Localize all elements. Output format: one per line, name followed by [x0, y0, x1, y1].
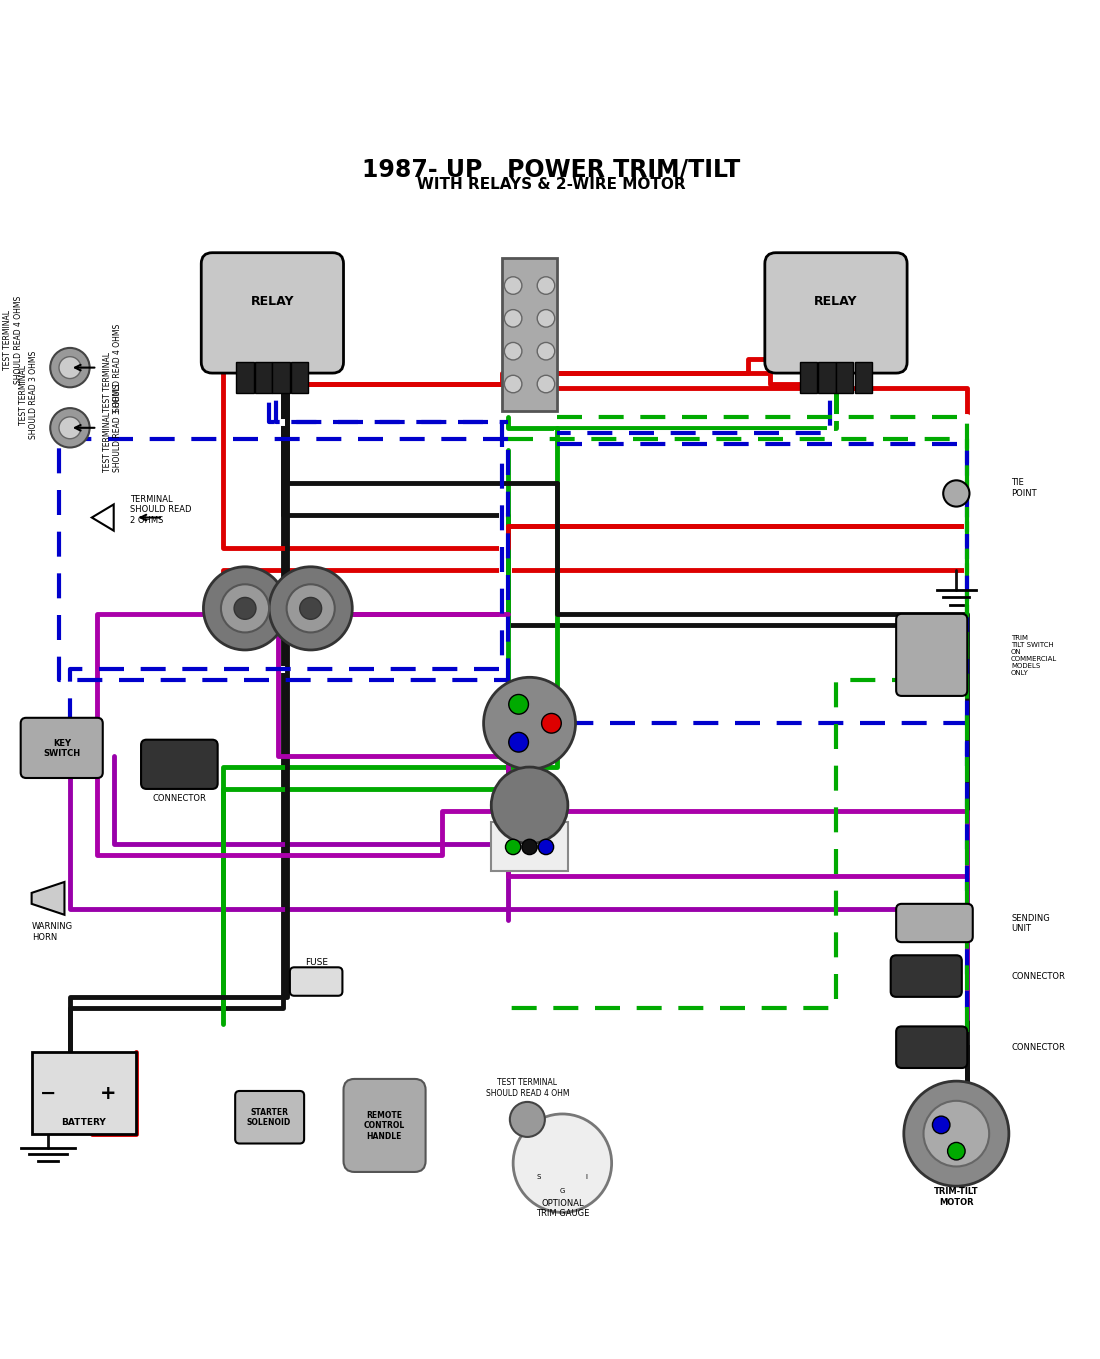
Polygon shape	[32, 882, 65, 915]
Circle shape	[51, 348, 89, 387]
Text: OPTIONAL
TRIM GAUGE: OPTIONAL TRIM GAUGE	[536, 1199, 590, 1218]
Bar	[292, 361, 308, 393]
Circle shape	[505, 375, 521, 393]
FancyBboxPatch shape	[141, 739, 218, 790]
Text: TEST TERMINAL
SHOULD READ 4 OHMS: TEST TERMINAL SHOULD READ 4 OHMS	[3, 296, 23, 385]
Circle shape	[505, 342, 521, 360]
Circle shape	[537, 342, 554, 360]
FancyBboxPatch shape	[21, 718, 102, 777]
Text: BATTERY: BATTERY	[60, 1118, 106, 1127]
Circle shape	[509, 733, 528, 752]
Circle shape	[924, 1101, 989, 1166]
Circle shape	[59, 356, 81, 379]
Text: TRIM
TILT SWITCH
ON
COMMERCIAL
MODELS
ONLY: TRIM TILT SWITCH ON COMMERCIAL MODELS ON…	[1011, 635, 1057, 675]
Text: TEST TERMINAL
SHOULD READ 3 OHMS: TEST TERMINAL SHOULD READ 3 OHMS	[19, 351, 38, 439]
Polygon shape	[91, 504, 113, 530]
FancyBboxPatch shape	[235, 1091, 304, 1143]
Circle shape	[904, 1082, 1009, 1186]
Text: RELAY: RELAY	[251, 295, 294, 308]
Bar	[32, 1052, 135, 1133]
Text: RELAY: RELAY	[814, 295, 858, 308]
Bar	[836, 361, 854, 393]
Circle shape	[299, 598, 321, 620]
Circle shape	[541, 713, 561, 733]
Circle shape	[484, 677, 575, 769]
Text: REMOTE
CONTROL
HANDLE: REMOTE CONTROL HANDLE	[363, 1112, 405, 1142]
Text: S: S	[537, 1174, 541, 1180]
Circle shape	[505, 310, 521, 328]
Bar	[492, 822, 568, 871]
FancyBboxPatch shape	[896, 904, 972, 942]
Text: TIE
POINT: TIE POINT	[1011, 478, 1036, 497]
Circle shape	[59, 417, 81, 439]
Circle shape	[492, 766, 568, 844]
Circle shape	[51, 408, 89, 447]
FancyBboxPatch shape	[290, 968, 342, 996]
Circle shape	[538, 840, 553, 855]
Text: TERMINAL
SHOULD READ
2 OHMS: TERMINAL SHOULD READ 2 OHMS	[130, 495, 191, 525]
Text: TEST TERMINAL
SHOULD READ 4 OHMS: TEST TERMINAL SHOULD READ 4 OHMS	[102, 323, 122, 412]
Text: CONNECTOR: CONNECTOR	[153, 795, 207, 803]
Text: WARNING
HORN: WARNING HORN	[32, 923, 73, 942]
Circle shape	[521, 840, 537, 855]
Text: 1987- UP   POWER TRIM/TILT: 1987- UP POWER TRIM/TILT	[362, 158, 740, 182]
FancyBboxPatch shape	[343, 1079, 426, 1171]
Circle shape	[506, 840, 520, 855]
Circle shape	[537, 310, 554, 328]
Text: CONNECTOR: CONNECTOR	[1011, 972, 1065, 981]
Text: SENDING
UNIT: SENDING UNIT	[1011, 913, 1049, 934]
FancyBboxPatch shape	[896, 1026, 967, 1068]
FancyBboxPatch shape	[764, 253, 908, 374]
Circle shape	[537, 277, 554, 295]
Circle shape	[513, 1114, 612, 1212]
Circle shape	[204, 567, 287, 650]
FancyBboxPatch shape	[891, 955, 961, 998]
Circle shape	[509, 694, 528, 715]
Circle shape	[505, 277, 521, 295]
Text: KEY
SWITCH: KEY SWITCH	[44, 739, 80, 758]
Bar	[503, 258, 557, 412]
Text: I: I	[585, 1174, 587, 1180]
Text: G: G	[560, 1188, 565, 1193]
Text: FUSE: FUSE	[305, 958, 328, 968]
Bar	[236, 361, 254, 393]
Text: +: +	[100, 1083, 117, 1102]
Text: TRIM-TILT
MOTOR: TRIM-TILT MOTOR	[934, 1188, 979, 1207]
FancyBboxPatch shape	[201, 253, 343, 374]
Bar	[273, 361, 290, 393]
Circle shape	[933, 1116, 950, 1133]
Text: TEST TERMINAL
SHOULD READ 3 OHMS: TEST TERMINAL SHOULD READ 3 OHMS	[102, 383, 122, 472]
Bar	[855, 361, 872, 393]
Circle shape	[947, 1143, 965, 1161]
Text: TEST TERMINAL
SHOULD READ 4 OHM: TEST TERMINAL SHOULD READ 4 OHM	[485, 1078, 569, 1098]
Circle shape	[510, 1102, 544, 1137]
Bar	[255, 361, 273, 393]
Circle shape	[270, 567, 352, 650]
Bar	[800, 361, 817, 393]
Circle shape	[221, 584, 270, 632]
Text: −: −	[40, 1083, 56, 1102]
Text: WITH RELAYS & 2-WIRE MOTOR: WITH RELAYS & 2-WIRE MOTOR	[417, 178, 685, 193]
FancyBboxPatch shape	[896, 614, 967, 696]
Circle shape	[943, 480, 969, 507]
Circle shape	[537, 375, 554, 393]
Bar	[818, 361, 836, 393]
Circle shape	[234, 598, 256, 620]
Text: CONNECTOR: CONNECTOR	[1011, 1042, 1065, 1052]
Circle shape	[287, 584, 334, 632]
Text: STARTER
SOLENOID: STARTER SOLENOID	[248, 1108, 292, 1127]
